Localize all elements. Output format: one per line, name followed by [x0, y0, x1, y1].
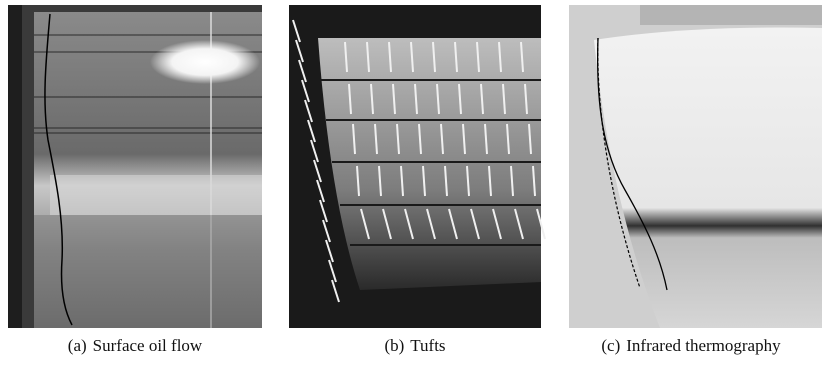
caption-a: (a) Surface oil flow [8, 336, 262, 356]
caption-c: (c) Infrared thermography [560, 336, 822, 356]
caption-text: Surface oil flow [93, 336, 203, 355]
caption-text: Infrared thermography [626, 336, 780, 355]
figure-images [0, 0, 822, 330]
caption-label: (a) [68, 336, 87, 355]
caption-label: (c) [601, 336, 620, 355]
figure-page: (a) Surface oil flow (b) Tufts (c) Infrared… [0, 0, 822, 366]
caption-label: (b) [384, 336, 404, 355]
caption-b: (b) Tufts [289, 336, 541, 356]
panel-a-image [8, 5, 262, 328]
panel-c-image [569, 5, 822, 328]
caption-text: Tufts [410, 336, 445, 355]
panel-b-image [289, 5, 545, 328]
